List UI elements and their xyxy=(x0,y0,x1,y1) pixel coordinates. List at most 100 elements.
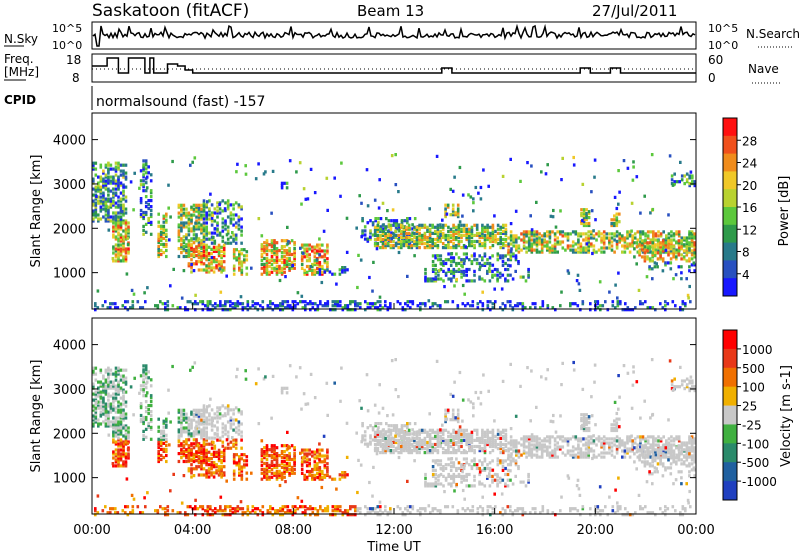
power-cell xyxy=(434,263,437,267)
power-cell xyxy=(680,247,683,251)
power-cell xyxy=(224,302,227,306)
velocity-cell xyxy=(481,438,484,442)
velocity-cell xyxy=(195,412,198,416)
power-cell xyxy=(615,220,619,224)
power-cell xyxy=(571,250,575,254)
velocity-cell xyxy=(99,380,103,384)
power-cell xyxy=(690,243,694,247)
power-cell xyxy=(402,229,406,233)
power-cell xyxy=(499,239,502,244)
velocity-cell xyxy=(232,444,235,448)
power-cell xyxy=(449,246,453,250)
power-cell xyxy=(592,248,596,252)
velocity-cell xyxy=(465,436,468,440)
power-cell xyxy=(124,223,128,227)
velocity-cell xyxy=(506,457,510,461)
power-cell xyxy=(651,306,655,310)
velocity-cell xyxy=(190,444,193,448)
velocity-cell xyxy=(127,456,130,460)
power-cell xyxy=(142,228,145,232)
velocity-cell xyxy=(202,412,206,416)
power-cell xyxy=(579,242,583,246)
velocity-cell xyxy=(268,475,271,479)
velocity-cell xyxy=(205,475,208,479)
power-cell xyxy=(672,238,676,242)
power-cell xyxy=(213,241,217,245)
power-cell xyxy=(576,304,580,308)
power-cell xyxy=(102,195,105,199)
velocity-cell xyxy=(232,438,235,442)
velocity-cell xyxy=(323,464,327,468)
velocity-cell xyxy=(195,438,198,442)
power-cell xyxy=(530,238,534,242)
power-cell xyxy=(659,251,662,255)
power-cell xyxy=(641,302,645,306)
power-cell xyxy=(386,229,390,233)
power-cell xyxy=(465,227,468,231)
power-cell xyxy=(209,308,212,312)
power-cell xyxy=(157,244,160,248)
velocity-cell xyxy=(122,374,125,378)
power-cell xyxy=(197,215,201,219)
velocity-cell xyxy=(92,382,95,386)
velocity-cell xyxy=(343,471,347,475)
velocity-cell xyxy=(278,471,281,475)
power-cell xyxy=(107,207,110,211)
power-cell xyxy=(92,219,95,223)
velocity-cell xyxy=(413,430,416,434)
power-cell xyxy=(571,240,575,244)
power-cell xyxy=(656,257,660,261)
power-cell xyxy=(142,232,145,236)
velocity-cell xyxy=(470,449,474,453)
power-cell xyxy=(234,235,238,239)
velocity-cell xyxy=(371,428,375,432)
power-cell xyxy=(538,250,541,254)
velocity-cell xyxy=(182,450,186,454)
power-cell xyxy=(437,273,440,277)
power-cell xyxy=(447,258,450,262)
power-cell xyxy=(265,260,269,264)
velocity-cell xyxy=(157,441,160,445)
power-cell xyxy=(136,300,140,304)
velocity-cell xyxy=(208,436,211,440)
power-cell xyxy=(666,261,670,265)
power-cell xyxy=(456,209,460,213)
power-cell xyxy=(387,225,391,229)
power-cell xyxy=(216,233,219,237)
velocity-cell xyxy=(142,384,145,388)
velocity-cell xyxy=(499,436,502,440)
power-cell xyxy=(640,243,644,247)
velocity-cell xyxy=(243,453,246,457)
velocity-cell xyxy=(460,428,463,432)
velocity-cell xyxy=(483,430,487,434)
velocity-cell xyxy=(139,388,143,392)
power-cell xyxy=(226,229,230,233)
power-cell xyxy=(391,208,395,212)
power-cell xyxy=(371,233,375,237)
velocity-cell xyxy=(240,477,244,481)
power-cell xyxy=(688,174,691,178)
power-cell xyxy=(615,246,619,250)
power-cell xyxy=(470,233,474,237)
power-cell xyxy=(499,254,502,258)
power-cell xyxy=(600,246,603,250)
velocity-cell xyxy=(423,430,427,434)
power-cell xyxy=(334,308,337,312)
velocity-cell xyxy=(192,456,196,461)
power-cell xyxy=(296,302,300,306)
power-cell xyxy=(94,211,98,215)
power-cell xyxy=(553,238,557,242)
velocity-cell xyxy=(210,408,214,412)
velocity-cell xyxy=(117,372,120,376)
power-cell xyxy=(232,237,235,241)
power-cell xyxy=(364,308,367,312)
power-cell xyxy=(240,225,243,229)
power-cell xyxy=(196,302,200,306)
velocity-cell xyxy=(316,450,319,454)
power-cell xyxy=(483,246,487,250)
power-cell xyxy=(142,216,145,221)
velocity-cell xyxy=(149,404,153,408)
velocity-cell xyxy=(439,436,442,440)
power-cell xyxy=(431,244,434,248)
power-cell xyxy=(635,175,639,179)
